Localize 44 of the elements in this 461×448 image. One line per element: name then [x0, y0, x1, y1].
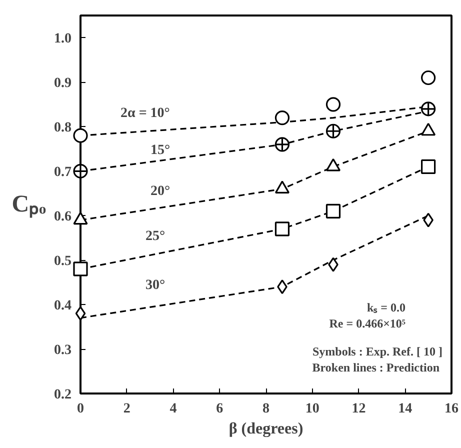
x-tick-label: 6	[216, 402, 224, 416]
y-tick-label: 1.0	[54, 32, 72, 47]
y-tick-label: 0.9	[54, 76, 72, 92]
y-tick-label: 0.2	[54, 388, 72, 402]
point	[326, 204, 341, 218]
y-tick-label: 0.4	[54, 298, 72, 314]
annotation: 25°	[146, 229, 166, 244]
x-axis-title: β (degrees)	[228, 420, 304, 438]
point	[274, 137, 290, 152]
y-tick-label: 0.3	[54, 343, 72, 358]
point	[73, 164, 88, 178]
point	[274, 222, 290, 236]
x-tick-label: 2	[123, 402, 130, 416]
x-tick-label: 4	[170, 402, 177, 416]
annotation: kₛ = 0.0	[366, 300, 406, 314]
annotation: Re = 0.466×10⁵	[329, 316, 406, 330]
x-tick-label: 16	[444, 402, 458, 416]
y-axis-title: Cₚₒ	[12, 192, 46, 218]
y-tick-label: 0.5	[54, 254, 72, 270]
annotation: 2α = 10°	[120, 106, 170, 121]
annotation: Broken lines : Prediction	[312, 360, 440, 374]
annotation: 15°	[150, 143, 170, 158]
point	[75, 306, 86, 321]
y-tick-label: 0.7	[54, 165, 72, 180]
x-tick-label: 0	[77, 402, 84, 416]
x-tick-label: 12	[352, 402, 366, 416]
point	[326, 97, 341, 112]
annotation: Symbols : Exp. Ref. [ 10 ]	[312, 344, 443, 358]
point	[421, 70, 436, 86]
point	[328, 257, 338, 272]
y-tick-label: 0.6	[54, 210, 72, 225]
point	[421, 102, 436, 116]
point	[326, 124, 341, 138]
point	[73, 128, 88, 143]
point	[423, 212, 434, 228]
point	[274, 110, 290, 126]
x-tick-label: 8	[262, 402, 270, 416]
point	[421, 159, 436, 174]
point	[73, 262, 88, 276]
x-tick-label: 14	[398, 402, 412, 416]
annotation: 30°	[146, 278, 166, 293]
y-tick-label: 0.8	[54, 120, 72, 136]
x-tick-label: 10	[305, 402, 320, 416]
annotation: 20°	[150, 184, 170, 199]
